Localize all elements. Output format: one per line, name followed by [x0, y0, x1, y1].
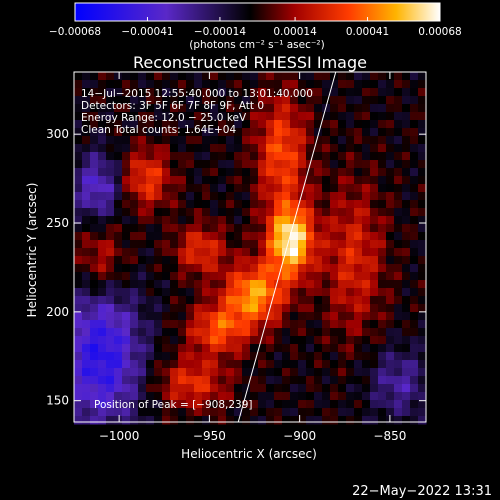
annotation-energy-range: Energy Range: 12.0 − 25.0 keV [81, 112, 247, 124]
annotation-detectors: Detectors: 3F 5F 6F 7F 8F 9F, Att 0 [81, 100, 264, 112]
y-tick-label: 150 [46, 394, 69, 408]
colorbar-tick-label: −0.00068 [49, 26, 101, 38]
colorbar-unit-label: (photons cm⁻² s⁻¹ asec⁻²) [189, 39, 324, 51]
y-tick-label: 300 [46, 127, 69, 141]
x-tick-label: −1000 [99, 429, 140, 443]
colorbar [74, 2, 441, 22]
y-tick-label: 200 [46, 305, 69, 319]
heatmap-image [74, 72, 427, 425]
x-tick-label: −900 [283, 429, 316, 443]
peak-position-label: Position of Peak = [−908,239] [94, 399, 253, 411]
chart-title: Reconstructed RHESSI Image [133, 53, 367, 72]
y-tick-label: 250 [46, 216, 69, 230]
colorbar-tick-label: 0.00041 [346, 26, 389, 38]
annotation-time-range: 14−Jul−2015 12:55:40.000 to 13:01:40.000 [81, 88, 313, 100]
colorbar-tick-label: −0.00041 [121, 26, 173, 38]
colorbar-tick-label: 0.00014 [273, 26, 317, 38]
colorbar-ticks: −0.00068 −0.00041 −0.00014 0.00014 0.00041 0.… [49, 17, 462, 38]
limb-line [237, 71, 337, 423]
x-axis-label: Heliocentric X (arcsec) [181, 447, 317, 461]
colorbar-tick-label: −0.00014 [194, 26, 247, 38]
plot-frame [73, 71, 427, 423]
colorbar-tick-label: 0.00068 [418, 26, 461, 38]
annotation-block: 14−Jul−2015 12:55:40.000 to 13:01:40.000… [81, 88, 313, 136]
y-axis-label: Heliocentric Y (arcsec) [25, 183, 39, 318]
annotation-total-counts: Clean Total counts: 1.64E+04 [81, 124, 236, 136]
x-tick-label: −950 [193, 429, 226, 443]
axis-ticks: −1000 −950 −900 −850 150 200 250 300 [46, 72, 426, 443]
footer-timestamp: 22−May−2022 13:31 [352, 484, 492, 499]
x-tick-label: −850 [373, 429, 406, 443]
